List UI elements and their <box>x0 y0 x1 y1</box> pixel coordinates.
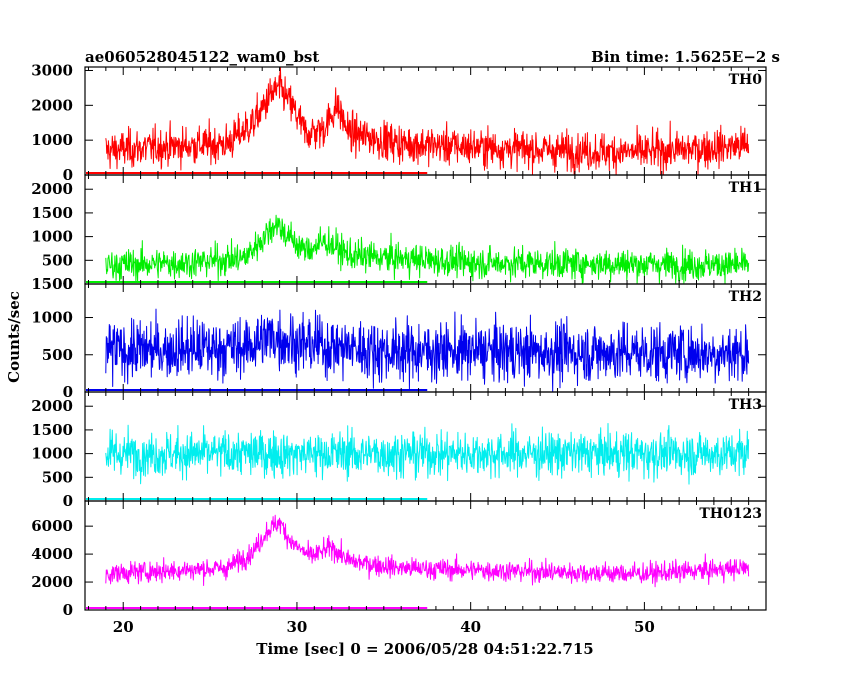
y-tick-label: 2000 <box>31 573 73 591</box>
panel-th0123: 0 2000 4000 6000 TH0123 <box>31 500 767 619</box>
x-tick-label: 30 <box>287 618 308 636</box>
series-line-th2 <box>105 308 750 393</box>
series-line-th0123 <box>105 514 750 588</box>
x-tick-label: 40 <box>460 618 481 636</box>
panel-th2: 0 500 1000 1500 TH2 <box>31 275 767 401</box>
y-tick-label: 1000 <box>31 131 73 149</box>
panel-label: TH0 <box>729 72 763 88</box>
y-tick-label: 0 <box>63 383 73 401</box>
y-tick-label: 3000 <box>31 61 73 79</box>
panel-label: TH3 <box>729 397 762 413</box>
y-tick-label: 500 <box>42 251 73 269</box>
x-tick-label: 50 <box>634 618 655 636</box>
y-tick-label: 6000 <box>31 517 73 535</box>
y-tick-label: 0 <box>63 601 73 619</box>
panel-label: TH1 <box>729 180 762 196</box>
y-tick-label: 0 <box>63 275 73 293</box>
bin-time-label: Bin time: 1.5625E−2 s <box>591 48 780 66</box>
y-tick-label: 1500 <box>31 204 73 222</box>
panel-th1: 0 500 1000 1500 2000 TH1 <box>31 174 767 293</box>
panel-label: TH2 <box>729 289 762 305</box>
panel-label: TH0123 <box>699 506 762 522</box>
y-tick-label: 2000 <box>31 96 73 114</box>
y-axis-label: Counts/sec <box>5 291 23 383</box>
y-tick-label: 1000 <box>31 445 73 463</box>
x-axis-label: Time [sec] 0 = 2006/05/28 04:51:22.715 <box>256 640 593 658</box>
chart-title: ae060528045122_wam0_bst <box>85 48 319 66</box>
y-tick-label: 0 <box>63 492 73 510</box>
panel-th0: 0 1000 2000 3000 TH0 <box>31 61 767 184</box>
series-line-th1 <box>105 214 750 284</box>
y-tick-label: 0 <box>63 166 73 184</box>
panel-frame <box>84 500 767 611</box>
y-tick-label: 500 <box>42 468 73 486</box>
y-tick-label: 1500 <box>31 275 73 293</box>
y-tick-label: 1500 <box>31 421 73 439</box>
y-tick-label: 2000 <box>31 180 73 198</box>
series-line-th0 <box>105 66 750 176</box>
y-tick-label: 1000 <box>31 228 73 246</box>
y-tick-label: 1000 <box>31 309 73 327</box>
y-tick-label: 500 <box>42 346 73 364</box>
panel-th3: 0 500 1000 1500 2000 TH3 <box>31 391 767 510</box>
x-tick-label: 20 <box>113 618 134 636</box>
y-tick-label: 4000 <box>31 545 73 563</box>
y-tick-label: 2000 <box>31 397 73 415</box>
series-line-th3 <box>105 423 750 485</box>
